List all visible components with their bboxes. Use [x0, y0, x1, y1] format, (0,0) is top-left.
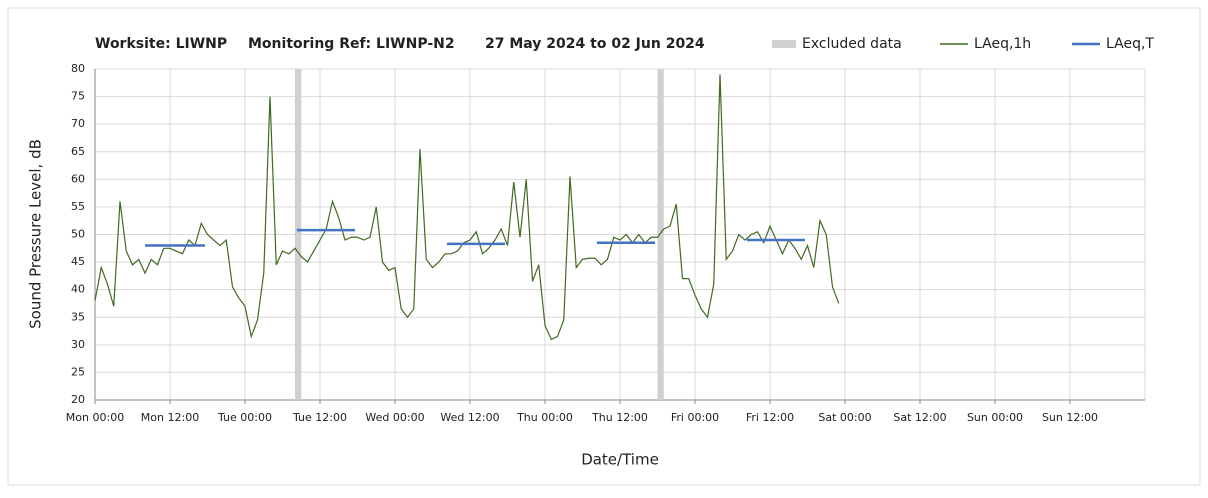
x-tick-label: Thu 00:00 — [516, 411, 573, 424]
y-tick-label: 60 — [71, 172, 85, 185]
data-line — [94, 74, 840, 341]
legend-swatch — [772, 40, 796, 48]
excluded-band — [657, 69, 664, 400]
x-tick-label: Sat 00:00 — [818, 411, 871, 424]
x-tick-label: Fri 12:00 — [746, 411, 794, 424]
y-tick-label: 50 — [71, 228, 85, 241]
x-tick-label: Wed 00:00 — [365, 411, 424, 424]
y-tick-label: 65 — [71, 145, 85, 158]
title-worksite: Worksite: LIWNP — [95, 36, 227, 52]
y-tick-label: 75 — [71, 90, 85, 103]
x-tick-label: Thu 12:00 — [591, 411, 648, 424]
y-tick-label: 40 — [71, 283, 85, 296]
chart-border — [7, 7, 1201, 486]
x-tick-label: Sun 00:00 — [967, 411, 1023, 424]
x-tick-label: Fri 00:00 — [671, 411, 719, 424]
x-tick-label: Wed 12:00 — [440, 411, 499, 424]
y-tick-label: 55 — [71, 200, 85, 213]
y-tick-label: 45 — [71, 255, 85, 268]
x-tick-label: Tue 12:00 — [292, 411, 347, 424]
y-axis-label: Sound Pressure Level, dB — [27, 139, 45, 329]
y-tick-label: 20 — [71, 393, 85, 406]
x-tick-label: Sat 12:00 — [893, 411, 946, 424]
x-axis-label: Date/Time — [581, 451, 659, 469]
legend-label: Excluded data — [802, 36, 902, 52]
title-dates: 27 May 2024 to 02 Jun 2024 — [485, 36, 705, 52]
x-tick-label: Mon 12:00 — [141, 411, 199, 424]
y-tick-label: 35 — [71, 310, 85, 323]
x-tick-label: Tue 00:00 — [217, 411, 272, 424]
y-tick-label: 30 — [71, 338, 85, 351]
excluded-band — [295, 69, 302, 400]
y-tick-label: 70 — [71, 117, 85, 130]
x-tick-label: Mon 00:00 — [66, 411, 124, 424]
y-tick-label: 25 — [71, 365, 85, 378]
title-ref: Monitoring Ref: LIWNP-N2 — [248, 36, 455, 52]
x-tick-label: Sun 12:00 — [1042, 411, 1098, 424]
legend-label: LAeq,1h — [974, 36, 1031, 52]
y-tick-label: 80 — [71, 62, 85, 75]
legend-label: LAeq,T — [1106, 36, 1154, 52]
